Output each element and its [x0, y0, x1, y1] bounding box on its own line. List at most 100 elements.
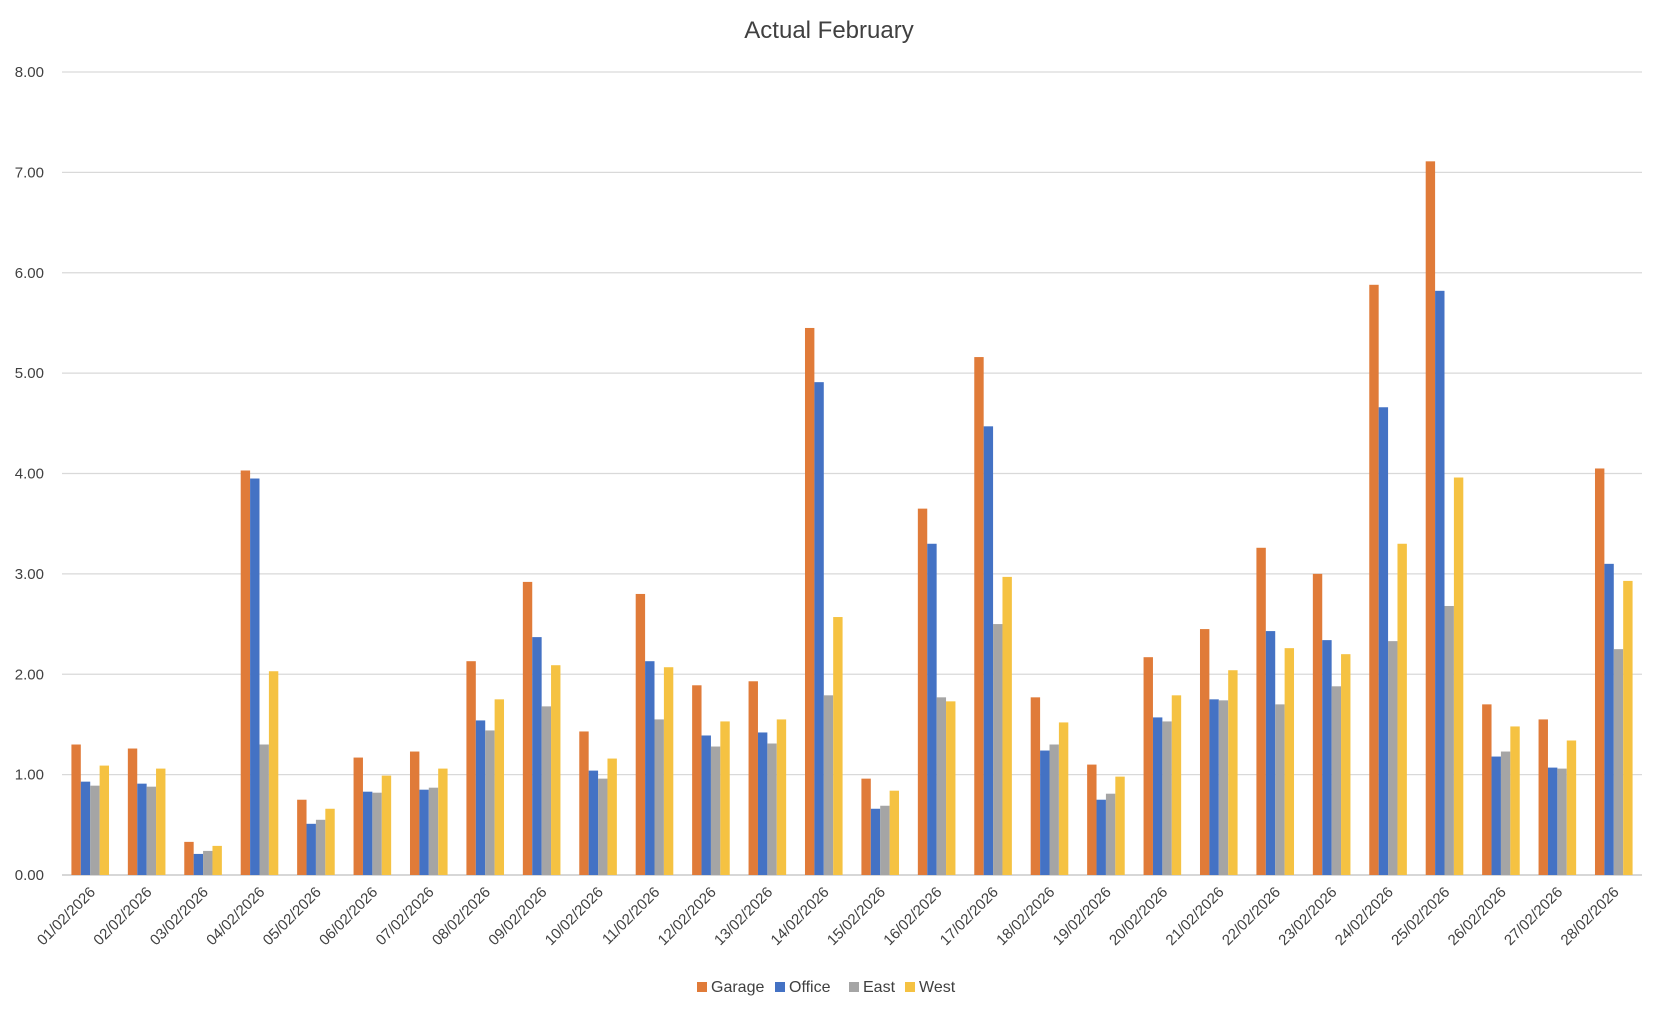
- bar-east: [598, 778, 608, 875]
- x-tick-label: 07/02/2026: [373, 884, 438, 949]
- x-tick-label: 09/02/2026: [485, 884, 550, 949]
- bar-garage: [71, 744, 81, 875]
- x-tick-label: 12/02/2026: [655, 884, 720, 949]
- bar-west: [99, 765, 110, 875]
- bar-garage: [1369, 284, 1379, 875]
- bar-east: [654, 719, 664, 875]
- x-tick-label: 25/02/2026: [1388, 884, 1453, 949]
- bar-garage: [861, 778, 871, 875]
- bar-west: [381, 775, 392, 875]
- bar-east: [767, 743, 777, 875]
- bar-east: [1500, 751, 1511, 875]
- bar-east: [428, 787, 439, 875]
- bar-west: [1566, 740, 1577, 875]
- bar-office: [1152, 717, 1163, 875]
- bar-garage: [692, 685, 702, 875]
- bar-east: [90, 785, 100, 875]
- bar-garage: [184, 841, 194, 875]
- bar-office: [1096, 799, 1106, 875]
- x-tick-label: 06/02/2026: [316, 884, 381, 949]
- bar-east: [1388, 641, 1398, 875]
- bar-east: [372, 792, 382, 875]
- bar-west: [776, 719, 787, 875]
- bar-east: [1049, 744, 1059, 875]
- bar-office: [814, 382, 824, 875]
- bar-garage: [1199, 629, 1210, 875]
- bar-office: [419, 789, 429, 875]
- legend-item-garage: Garage: [697, 979, 764, 996]
- x-axis-ticks: 01/02/202602/02/202603/02/202604/02/2026…: [34, 884, 1623, 949]
- bar-office: [137, 783, 147, 875]
- bar-west: [720, 721, 730, 875]
- bar-garage: [974, 357, 984, 875]
- bar-east: [823, 695, 834, 875]
- bar-office: [1604, 563, 1614, 875]
- y-tick-label: 5.00: [15, 365, 44, 382]
- y-tick-label: 4.00: [15, 466, 44, 483]
- bar-west: [1510, 726, 1520, 875]
- x-tick-label: 08/02/2026: [429, 884, 494, 949]
- bar-east: [259, 744, 269, 875]
- bar-garage: [466, 661, 476, 875]
- bar-west: [212, 845, 222, 875]
- bar-garage: [1143, 657, 1153, 875]
- bar-office: [1547, 767, 1558, 875]
- bar-east: [1613, 649, 1624, 875]
- x-tick-label: 26/02/2026: [1445, 884, 1510, 949]
- bar-office: [1491, 756, 1501, 875]
- bar-garage: [1256, 547, 1266, 875]
- legend-label: West: [919, 979, 956, 996]
- bar-east: [710, 746, 721, 875]
- bar-garage: [1482, 704, 1492, 875]
- bar-office: [870, 808, 881, 875]
- legend-label: East: [863, 979, 896, 996]
- bar-garage: [917, 508, 928, 875]
- bar-west: [1453, 477, 1464, 875]
- bar-garage: [1087, 764, 1097, 875]
- bar-garage: [635, 593, 646, 875]
- x-tick-label: 04/02/2026: [203, 884, 268, 949]
- x-tick-label: 28/02/2026: [1558, 884, 1623, 949]
- x-tick-label: 18/02/2026: [993, 884, 1058, 949]
- x-tick-label: 13/02/2026: [711, 884, 776, 949]
- bar-west: [156, 768, 166, 875]
- bar-east: [1105, 793, 1116, 875]
- bar-garage: [1030, 697, 1041, 875]
- bar-east: [1218, 700, 1229, 875]
- bar-east: [1444, 605, 1454, 875]
- bar-office: [1265, 631, 1276, 875]
- bar-garage: [353, 757, 363, 875]
- bar-garage: [579, 731, 589, 875]
- bar-garage: [522, 581, 533, 875]
- x-tick-label: 01/02/2026: [34, 884, 99, 949]
- bar-west: [1228, 670, 1238, 875]
- bar-office: [701, 735, 711, 875]
- legend-swatch: [775, 982, 785, 992]
- x-tick-label: 02/02/2026: [90, 884, 155, 949]
- x-tick-label: 24/02/2026: [1332, 884, 1397, 949]
- bar-office: [1209, 699, 1219, 875]
- x-tick-label: 21/02/2026: [1163, 884, 1228, 949]
- y-tick-label: 1.00: [15, 767, 44, 784]
- bar-west: [889, 790, 900, 875]
- x-tick-label: 11/02/2026: [599, 884, 663, 948]
- bar-garage: [409, 751, 420, 875]
- bar-west: [325, 808, 335, 875]
- bar-west: [494, 699, 505, 875]
- bar-west: [1341, 654, 1351, 875]
- bar-garage: [1425, 161, 1436, 876]
- x-tick-label: 03/02/2026: [147, 884, 212, 949]
- chart-title: Actual February: [744, 17, 913, 44]
- bar-east: [203, 850, 213, 875]
- y-tick-label: 0.00: [15, 867, 44, 884]
- legend-swatch: [697, 982, 707, 992]
- bar-office: [532, 637, 542, 875]
- x-tick-label: 22/02/2026: [1219, 884, 1284, 949]
- legend-item-west: West: [905, 979, 956, 996]
- bar-office: [645, 661, 655, 875]
- bar-office: [927, 543, 937, 875]
- bar-east: [1557, 768, 1567, 875]
- bar-office: [362, 791, 373, 875]
- bar-west: [946, 701, 956, 875]
